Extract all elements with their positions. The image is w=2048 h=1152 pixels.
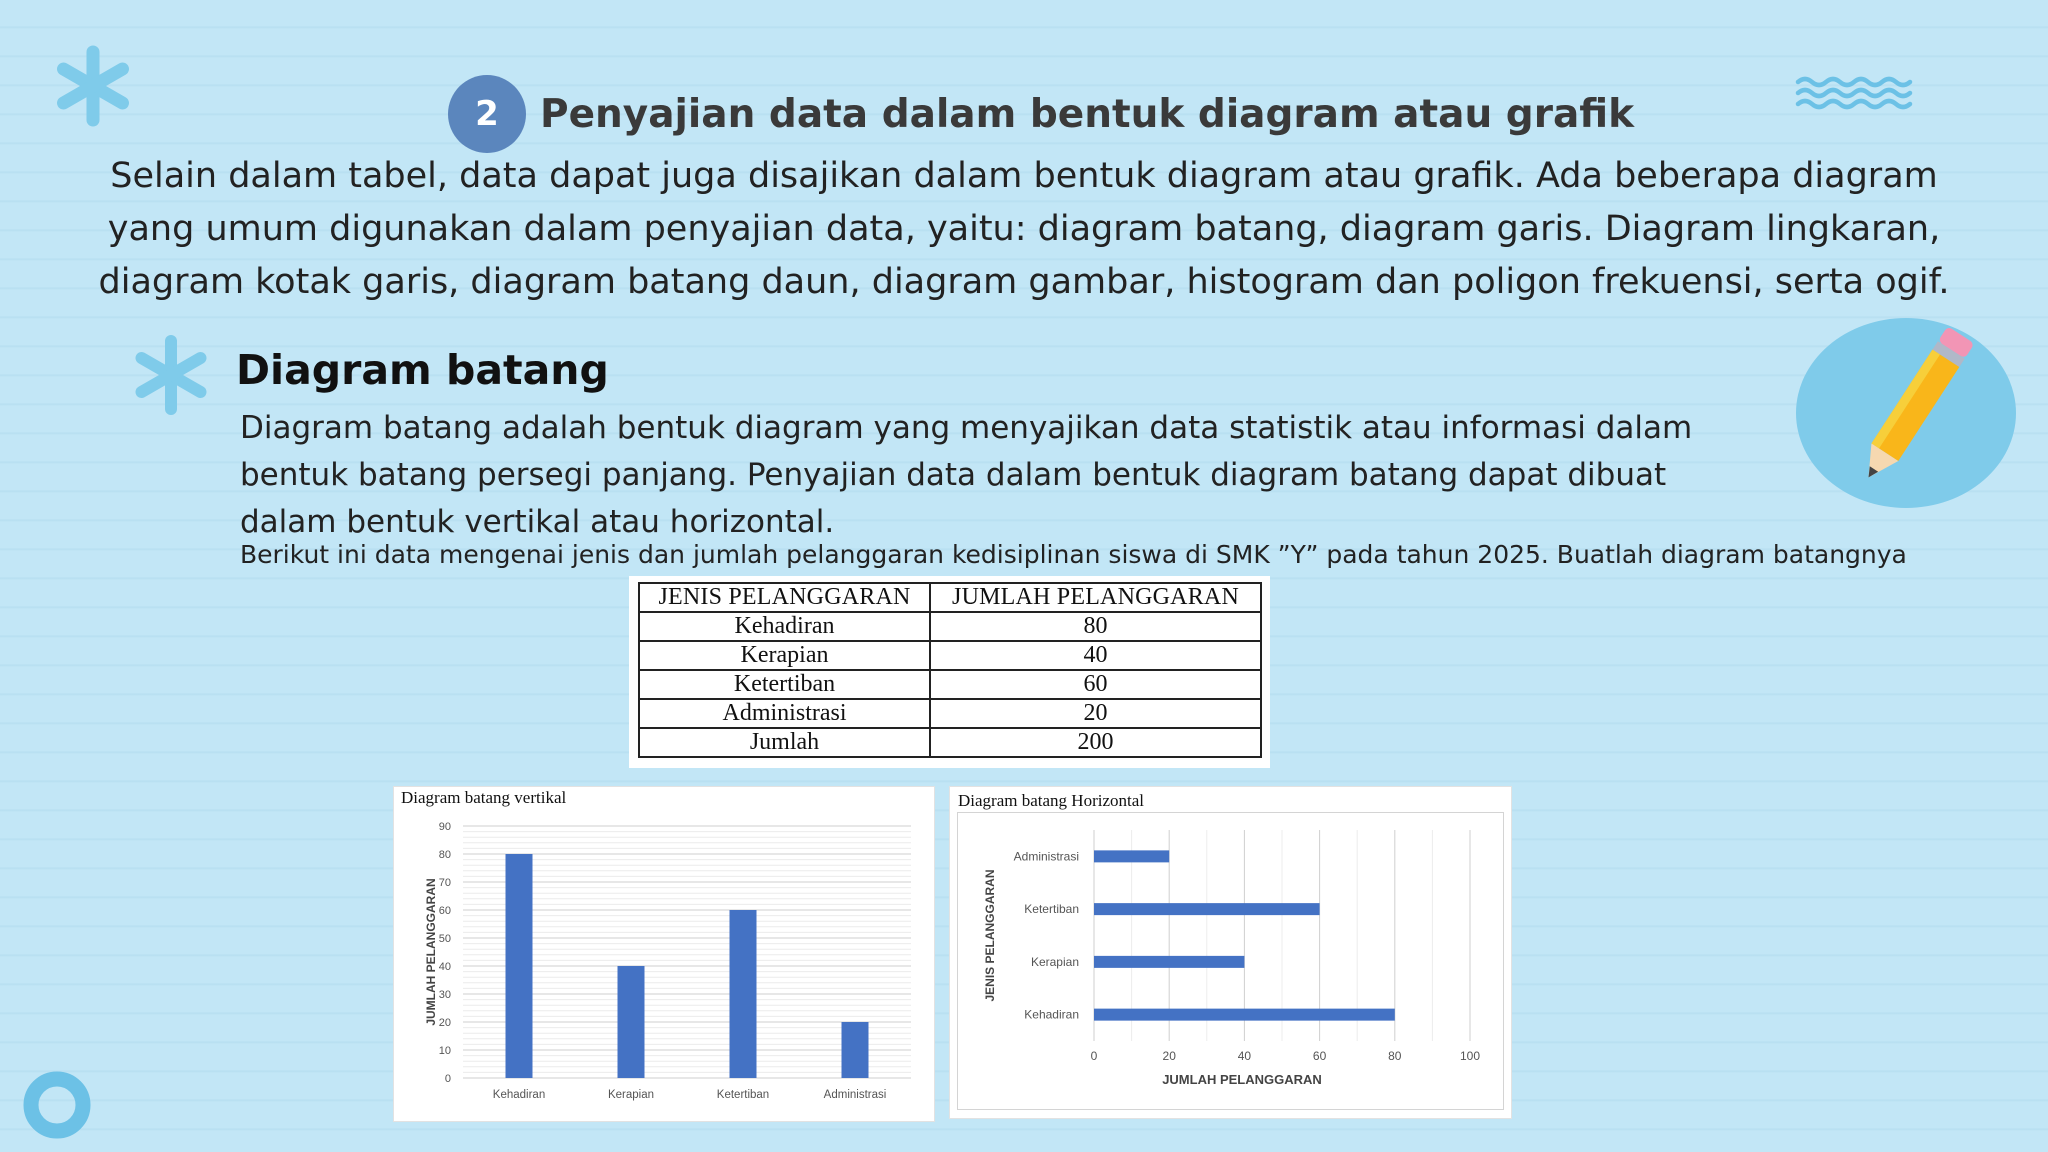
table-cell: 80 [929, 611, 1262, 642]
step-number-badge: 2 [448, 75, 526, 153]
table-row: Jumlah 200 [637, 727, 1262, 758]
chart-title: Diagram batang vertikal [401, 788, 566, 807]
definition-paragraph: Diagram batang adalah bentuk diagram yan… [240, 405, 1692, 546]
y-tick-label: 20 [439, 1017, 451, 1029]
table-cell: 20 [929, 698, 1262, 729]
table-row: Administrasi 20 [637, 698, 1262, 729]
bar [505, 854, 533, 1078]
x-tick-label: 40 [1238, 1049, 1252, 1063]
x-tick-label: Administrasi [824, 1089, 887, 1101]
y-tick-label: 10 [439, 1045, 451, 1057]
y-tick-label: Administrasi [1014, 849, 1079, 863]
x-tick-label: 20 [1163, 1049, 1177, 1063]
table-header-row: JENIS PELANGGARAN JUMLAH PELANGGARAN [637, 582, 1262, 613]
x-tick-label: Ketertiban [717, 1089, 769, 1101]
horizontal-bar-chart: Diagram batang Horizontal 0 20 40 60 80 100 Keh… [949, 786, 1512, 1119]
bar [1094, 955, 1245, 968]
x-axis-label: JUMLAH PELANGGARAN [1162, 1072, 1322, 1087]
table-row: Kehadiran 80 [637, 611, 1262, 642]
y-axis-label: JENIS PELANGGARAN [983, 869, 997, 1001]
asterisk-icon [135, 335, 207, 415]
table-cell: Ketertiban [637, 669, 932, 700]
ring-icon [23, 1071, 91, 1139]
bar [841, 1022, 869, 1078]
vertical-bar-chart-svg: Diagram batang vertikal 0 10 20 30 40 50 60 70 80… [393, 786, 935, 1122]
y-axis-label: JUMLAH PELANGGARAN [424, 878, 438, 1025]
y-tick-label: 90 [439, 821, 451, 833]
instruction-text: Berikut ini data mengenai jenis dan juml… [240, 540, 1907, 569]
table-row: Kerapian 40 [637, 640, 1262, 671]
table-row: Ketertiban 60 [637, 669, 1262, 700]
y-tick-label: 0 [445, 1073, 451, 1085]
definition-line: dalam bentuk vertikal atau horizontal. [240, 504, 835, 540]
vertical-bar-chart: Diagram batang vertikal 0 10 20 30 40 50 60 70 80… [393, 786, 935, 1122]
x-tick-label: 60 [1313, 1049, 1327, 1063]
x-tick-label: 80 [1388, 1049, 1402, 1063]
intro-paragraph: Selain dalam tabel, data dapat juga disa… [60, 150, 1988, 309]
definition-line: bentuk batang persegi panjang. Penyajian… [240, 457, 1667, 493]
section-heading: Diagram batang [236, 346, 609, 394]
y-tick-label: 80 [439, 849, 451, 861]
x-tick-label: 0 [1091, 1049, 1098, 1063]
bar [1094, 903, 1320, 916]
intro-line: yang umum digunakan dalam penyajian data… [107, 209, 1941, 249]
data-table: JENIS PELANGGARAN JUMLAH PELANGGARAN Keh… [637, 582, 1262, 758]
table-cell: Administrasi [637, 698, 932, 729]
y-tick-label: 60 [439, 905, 451, 917]
y-tick-label: Kehadiran [1024, 1008, 1079, 1022]
y-tick-label: Kerapian [1031, 955, 1079, 969]
table-cell: 60 [929, 669, 1262, 700]
title-row: 2 Penyajian data dalam bentuk diagram at… [448, 74, 1634, 154]
intro-line: diagram kotak garis, diagram batang daun… [98, 262, 1950, 302]
x-tick-label: 100 [1460, 1049, 1480, 1063]
table-cell: Kerapian [637, 640, 932, 671]
column-header: JENIS PELANGGARAN [637, 582, 932, 613]
bar [617, 966, 645, 1078]
asterisk-icon [57, 45, 129, 127]
pencil-icon [1796, 318, 2016, 508]
table-cell: Jumlah [637, 727, 932, 758]
bar [1094, 850, 1170, 863]
table-cell: 200 [929, 727, 1262, 758]
y-tick-label: Ketertiban [1024, 902, 1079, 916]
y-tick-label: 70 [439, 877, 451, 889]
table-cell: 40 [929, 640, 1262, 671]
x-tick-label: Kerapian [608, 1089, 654, 1101]
wave-icon [1795, 76, 1913, 110]
y-tick-label: 50 [439, 933, 451, 945]
table-cell: Kehadiran [637, 611, 932, 642]
plot-frame [957, 812, 1504, 1110]
bar [1094, 1008, 1395, 1021]
intro-line: Selain dalam tabel, data dapat juga disa… [110, 156, 1938, 196]
x-tick-label: Kehadiran [493, 1089, 545, 1101]
definition-line: Diagram batang adalah bentuk diagram yan… [240, 410, 1693, 446]
chart-title: Diagram batang Horizontal [958, 791, 1144, 810]
y-tick-label: 40 [439, 961, 451, 973]
bar [729, 910, 757, 1078]
y-tick-label: 30 [439, 989, 451, 1001]
horizontal-bar-chart-svg: Diagram batang Horizontal 0 20 40 60 80 100 Keh… [949, 786, 1512, 1119]
page-title: Penyajian data dalam bentuk diagram atau… [540, 91, 1635, 137]
chart-frame [949, 786, 1512, 1119]
data-table-card: JENIS PELANGGARAN JUMLAH PELANGGARAN Keh… [629, 576, 1270, 768]
column-header: JUMLAH PELANGGARAN [929, 582, 1262, 613]
